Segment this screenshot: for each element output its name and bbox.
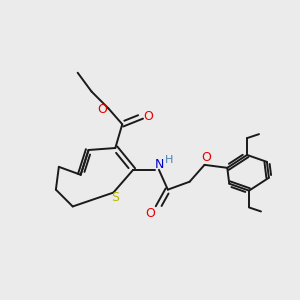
- Text: O: O: [143, 110, 153, 123]
- Text: S: S: [111, 191, 119, 204]
- Text: O: O: [202, 152, 212, 164]
- Text: O: O: [145, 207, 155, 220]
- Text: H: H: [165, 155, 173, 165]
- Text: N: N: [155, 158, 165, 171]
- Text: O: O: [98, 103, 107, 116]
